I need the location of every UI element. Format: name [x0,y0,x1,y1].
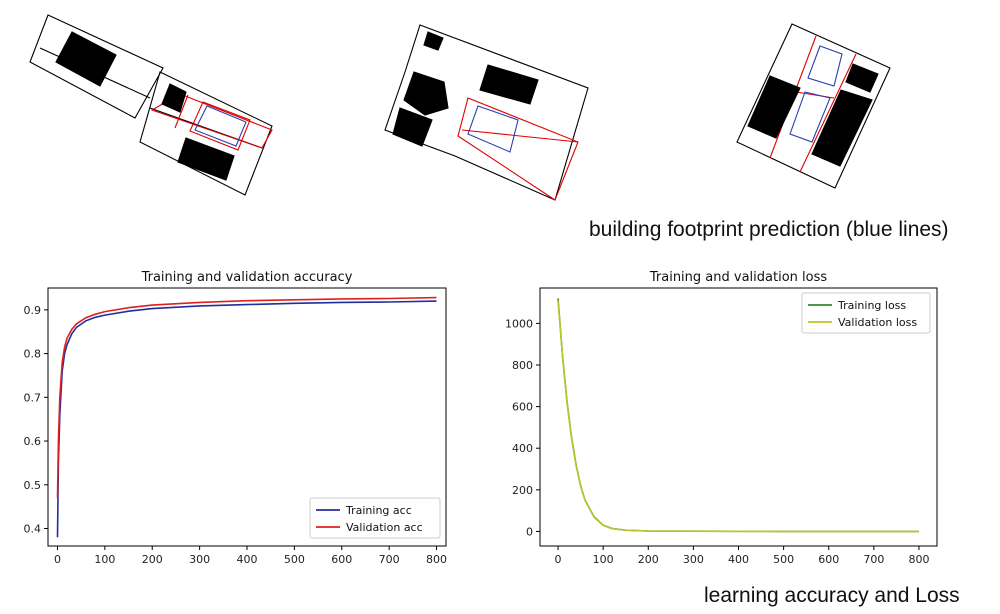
x-tick-label: 300 [683,553,704,566]
footprint-sketches [0,0,1000,220]
footprint-panel-2 [385,25,588,200]
building-block [424,32,443,50]
x-tick-label: 200 [142,553,163,566]
legend-label: Training acc [345,504,412,517]
x-tick-label: 0 [54,553,61,566]
legend-label: Validation acc [346,521,423,534]
x-tick-label: 0 [555,553,562,566]
legend-label: Validation loss [838,316,917,329]
learning-caption: learning accuracy and Loss [704,584,960,608]
chart-title: Training and validation loss [649,270,827,285]
x-tick-label: 400 [728,553,749,566]
y-tick-label: 0.6 [24,435,42,448]
x-tick-label: 400 [237,553,258,566]
y-tick-label: 0.9 [24,304,42,317]
x-tick-label: 600 [818,553,839,566]
parcel-outline [140,72,272,195]
y-tick-label: 0 [526,525,533,538]
building-block [178,138,234,180]
lot-boundary [462,130,578,142]
x-tick-label: 100 [94,553,115,566]
y-tick-label: 0.8 [24,348,42,361]
building-block [480,65,538,104]
x-tick-label: 200 [638,553,659,566]
predicted-footprint [808,46,842,86]
building-block [846,64,878,92]
x-tick-label: 700 [379,553,400,566]
y-tick-label: 400 [512,442,533,455]
x-tick-label: 100 [593,553,614,566]
x-tick-label: 600 [331,553,352,566]
x-tick-label: 800 [908,553,929,566]
legend-label: Training loss [837,299,906,312]
accuracy-chart: Training and validation accuracy 0 100 200 3… [0,262,480,582]
y-tick-label: 0.4 [24,523,42,536]
x-tick-label: 500 [284,553,305,566]
footprint-panel-1 [30,15,272,195]
y-tick-label: 200 [512,484,533,497]
chart-title: Training and validation accuracy [141,270,353,285]
loss-chart: Training and validation loss 0 100 200 300 40… [490,262,960,582]
y-tick-label: 1000 [505,317,533,330]
footprint-panel-3 [737,24,890,188]
x-tick-label: 700 [863,553,884,566]
predicted-footprint [195,106,246,146]
y-tick-label: 800 [512,359,533,372]
y-tick-label: 0.5 [24,479,42,492]
x-tick-label: 300 [189,553,210,566]
parcel-outline [385,25,588,200]
footprint-caption: building footprint prediction (blue line… [589,218,949,242]
x-tick-label: 800 [426,553,447,566]
building-block [404,72,448,115]
x-tick-label: 500 [773,553,794,566]
y-tick-label: 0.7 [24,391,42,404]
y-tick-label: 600 [512,401,533,414]
predicted-footprint [468,106,518,152]
